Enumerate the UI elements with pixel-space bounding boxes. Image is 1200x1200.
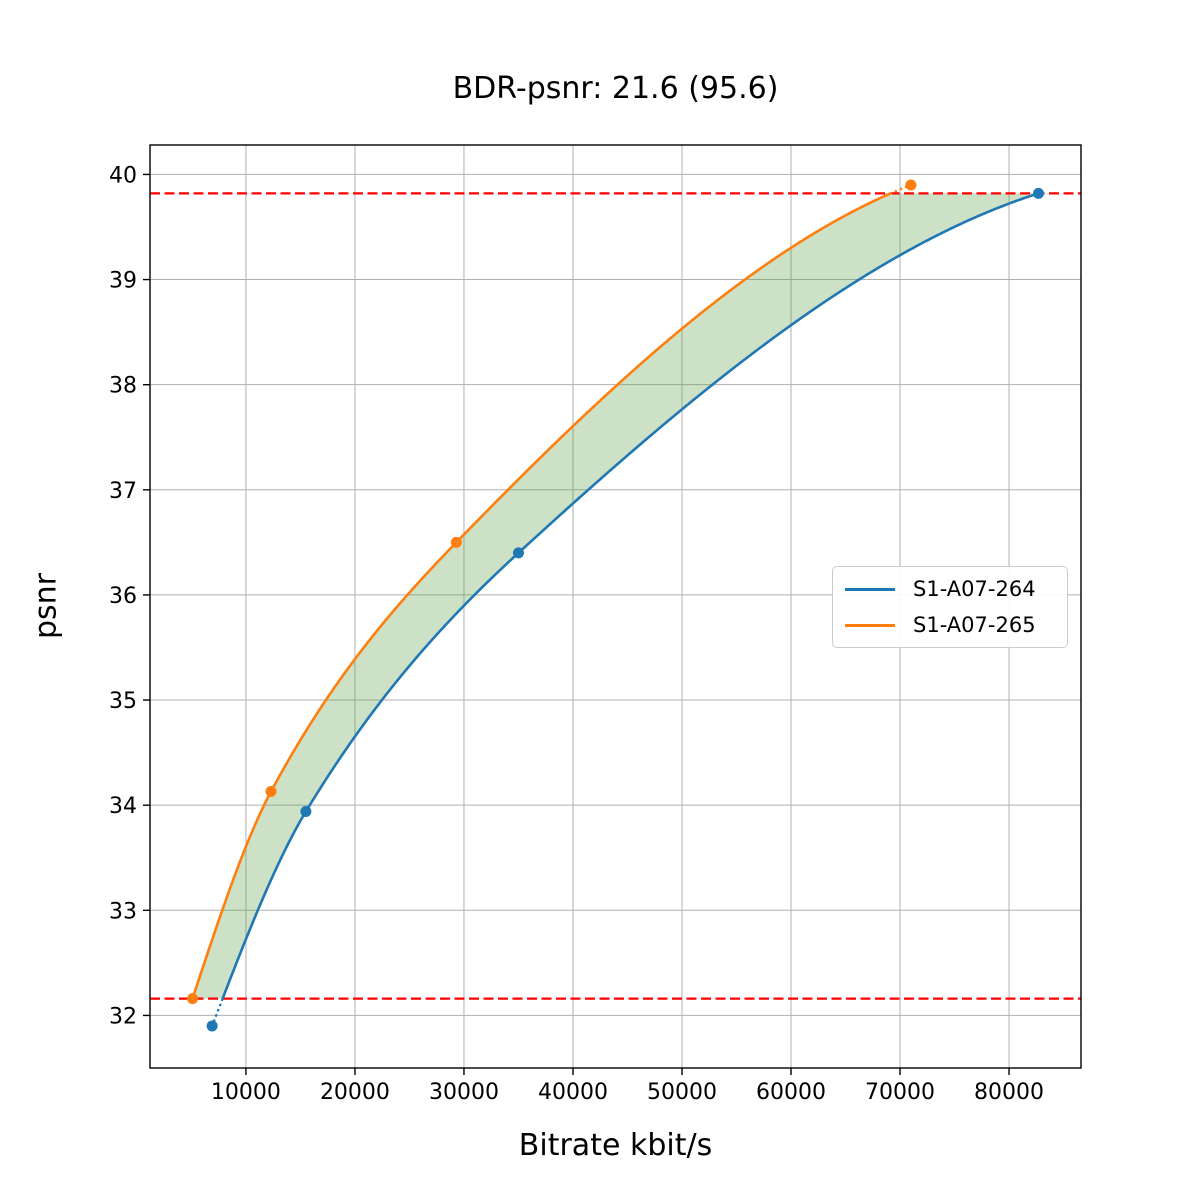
x-tick-label: 70000 <box>865 1080 935 1105</box>
data-point-marker <box>300 805 312 817</box>
data-point-marker <box>905 179 917 191</box>
legend-line-swatch <box>845 587 895 591</box>
legend: S1-A07-264 S1-A07-265 <box>832 566 1068 648</box>
y-tick-label: 35 <box>109 689 137 714</box>
x-axis-label: Bitrate kbit/s <box>518 1128 713 1163</box>
y-tick-label: 32 <box>109 1004 137 1029</box>
data-point-marker <box>187 993 199 1005</box>
data-point-marker <box>512 547 524 559</box>
legend-item: S1-A07-264 <box>833 571 1067 607</box>
chart-title: BDR-psnr: 21.6 (95.6) <box>452 71 779 106</box>
axes-spines <box>149 144 1082 1069</box>
y-tick-label: 38 <box>109 374 137 399</box>
y-tick-label: 39 <box>109 269 137 294</box>
y-tick-label: 36 <box>109 584 137 609</box>
x-tick-label: 50000 <box>647 1080 717 1105</box>
data-point-marker <box>206 1020 218 1032</box>
legend-label: S1-A07-264 <box>913 577 1036 601</box>
rd-curve <box>221 192 1039 1000</box>
x-tick-label: 10000 <box>211 1080 281 1105</box>
legend-line-swatch <box>845 623 895 627</box>
x-tick-label: 80000 <box>974 1080 1044 1105</box>
x-tick-label: 30000 <box>429 1080 499 1105</box>
y-tick-label: 37 <box>109 479 137 504</box>
y-tick-label: 33 <box>109 899 137 924</box>
x-tick-label: 40000 <box>538 1080 608 1105</box>
data-point-marker <box>450 536 462 548</box>
y-tick-label: 40 <box>109 163 137 188</box>
legend-label: S1-A07-265 <box>913 613 1036 637</box>
x-tick-label: 60000 <box>756 1080 826 1105</box>
y-tick-label: 34 <box>109 794 137 819</box>
legend-item: S1-A07-265 <box>833 607 1067 643</box>
y-axis-label: psnr <box>28 572 64 640</box>
data-point-marker <box>265 786 277 798</box>
rd-curve <box>191 192 892 1000</box>
data-point-marker <box>1032 187 1044 199</box>
x-tick-label: 20000 <box>320 1080 390 1105</box>
